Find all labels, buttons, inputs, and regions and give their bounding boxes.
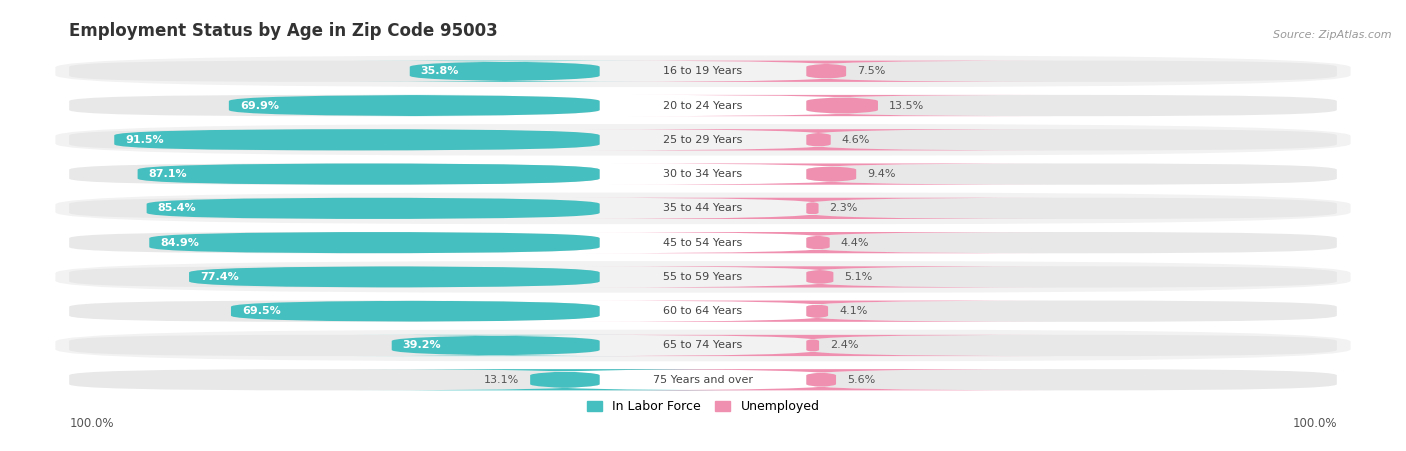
FancyBboxPatch shape [352,60,658,82]
Text: 2.3%: 2.3% [830,203,858,213]
Text: 25 to 29 Years: 25 to 29 Years [664,135,742,145]
FancyBboxPatch shape [571,198,1054,219]
FancyBboxPatch shape [229,95,599,116]
FancyBboxPatch shape [806,60,1337,82]
Legend: In Labor Force, Unemployed: In Labor Force, Unemployed [582,395,824,418]
Text: 5.6%: 5.6% [846,375,876,385]
FancyBboxPatch shape [69,335,599,356]
FancyBboxPatch shape [69,198,599,219]
FancyBboxPatch shape [55,364,1351,396]
FancyBboxPatch shape [146,198,599,219]
Text: 9.4%: 9.4% [868,169,896,179]
Text: Source: ZipAtlas.com: Source: ZipAtlas.com [1274,30,1392,41]
FancyBboxPatch shape [69,95,599,116]
FancyBboxPatch shape [55,124,1351,156]
FancyBboxPatch shape [582,232,1054,253]
Text: 45 to 54 Years: 45 to 54 Years [664,238,742,248]
Text: 65 to 74 Years: 65 to 74 Years [664,341,742,350]
Text: 75 Years and over: 75 Years and over [652,375,754,385]
FancyBboxPatch shape [55,158,1351,190]
FancyBboxPatch shape [806,369,1337,391]
Text: 60 to 64 Years: 60 to 64 Years [664,306,742,316]
FancyBboxPatch shape [188,266,599,288]
FancyBboxPatch shape [806,163,1337,185]
Text: 69.9%: 69.9% [240,101,278,110]
Text: 2.4%: 2.4% [830,341,859,350]
Text: Employment Status by Age in Zip Code 95003: Employment Status by Age in Zip Code 950… [69,23,498,41]
FancyBboxPatch shape [588,369,1054,391]
FancyBboxPatch shape [352,335,640,356]
FancyBboxPatch shape [55,90,1351,121]
FancyBboxPatch shape [806,95,1337,116]
Text: 55 to 59 Years: 55 to 59 Years [664,272,742,282]
Text: 87.1%: 87.1% [149,169,187,179]
FancyBboxPatch shape [585,266,1054,288]
FancyBboxPatch shape [69,60,599,82]
FancyBboxPatch shape [69,369,599,391]
Text: 35.8%: 35.8% [420,66,460,76]
Text: 13.1%: 13.1% [484,375,519,385]
FancyBboxPatch shape [69,129,599,151]
FancyBboxPatch shape [806,266,1337,288]
FancyBboxPatch shape [598,60,1054,82]
FancyBboxPatch shape [806,198,1337,219]
Text: 30 to 34 Years: 30 to 34 Years [664,169,742,179]
Text: 5.1%: 5.1% [845,272,873,282]
Text: 7.5%: 7.5% [858,66,886,76]
FancyBboxPatch shape [806,232,1337,253]
Text: 4.4%: 4.4% [841,238,869,248]
Text: 13.5%: 13.5% [889,101,924,110]
Text: 35 to 44 Years: 35 to 44 Years [664,203,742,213]
FancyBboxPatch shape [55,330,1351,361]
FancyBboxPatch shape [69,300,599,322]
FancyBboxPatch shape [55,295,1351,327]
Text: 69.5%: 69.5% [242,306,281,316]
FancyBboxPatch shape [69,163,599,185]
FancyBboxPatch shape [582,129,1054,151]
FancyBboxPatch shape [149,232,599,253]
FancyBboxPatch shape [609,163,1054,185]
FancyBboxPatch shape [630,95,1054,116]
FancyBboxPatch shape [114,129,599,151]
FancyBboxPatch shape [55,227,1351,258]
FancyBboxPatch shape [69,266,599,288]
FancyBboxPatch shape [55,261,1351,293]
FancyBboxPatch shape [69,232,599,253]
FancyBboxPatch shape [231,300,599,322]
FancyBboxPatch shape [352,369,778,391]
Text: 39.2%: 39.2% [402,341,441,350]
Text: 100.0%: 100.0% [69,418,114,430]
Text: 91.5%: 91.5% [125,135,165,145]
FancyBboxPatch shape [571,335,1054,356]
FancyBboxPatch shape [55,55,1351,87]
Text: 4.1%: 4.1% [839,306,868,316]
FancyBboxPatch shape [581,300,1054,322]
Text: 4.6%: 4.6% [842,135,870,145]
FancyBboxPatch shape [806,335,1337,356]
Text: 16 to 19 Years: 16 to 19 Years [664,66,742,76]
Text: 100.0%: 100.0% [1292,418,1337,430]
Text: 20 to 24 Years: 20 to 24 Years [664,101,742,110]
FancyBboxPatch shape [138,163,599,185]
FancyBboxPatch shape [55,193,1351,224]
Text: 77.4%: 77.4% [200,272,239,282]
Text: 85.4%: 85.4% [157,203,197,213]
FancyBboxPatch shape [806,300,1337,322]
Text: 84.9%: 84.9% [160,238,200,248]
FancyBboxPatch shape [806,129,1337,151]
